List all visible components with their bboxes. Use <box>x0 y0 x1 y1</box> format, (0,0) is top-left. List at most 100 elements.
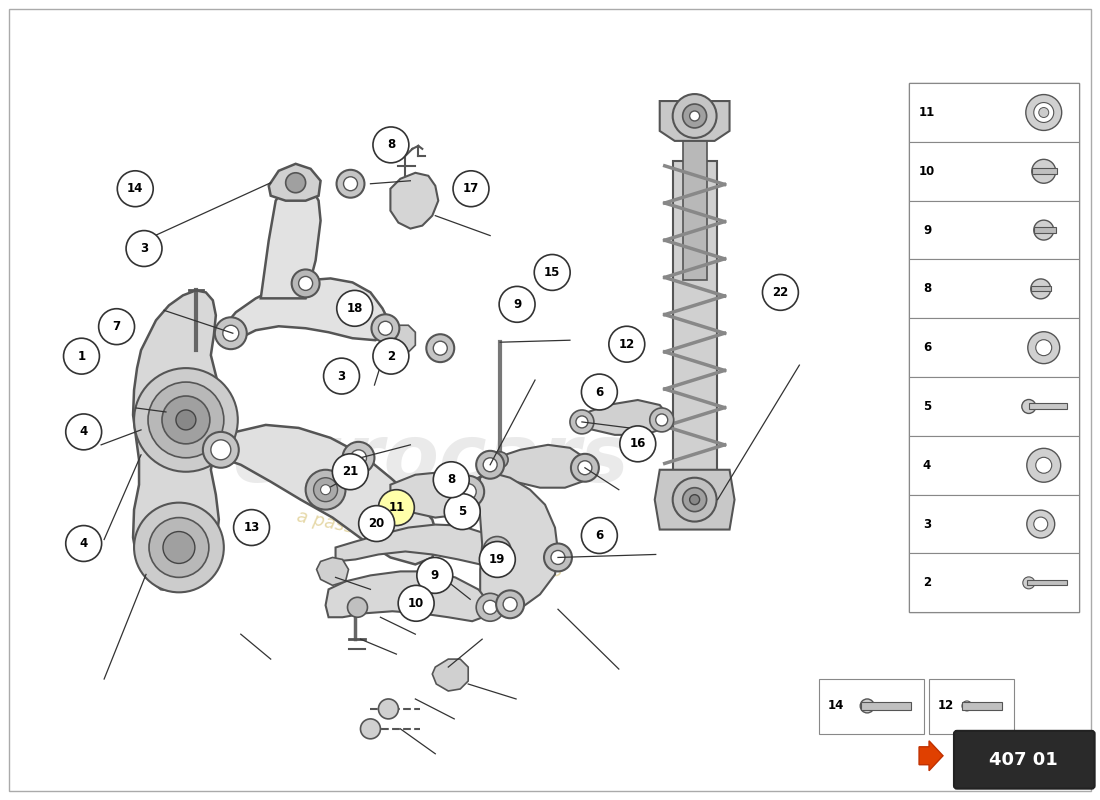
Circle shape <box>1026 510 1055 538</box>
Circle shape <box>1036 340 1052 356</box>
Circle shape <box>619 426 656 462</box>
Circle shape <box>551 550 565 565</box>
Polygon shape <box>336 525 495 565</box>
Circle shape <box>417 558 453 594</box>
Text: 2: 2 <box>923 576 931 590</box>
Text: 407 01: 407 01 <box>989 750 1058 769</box>
Text: 3: 3 <box>923 518 931 530</box>
Text: eurocars: eurocars <box>232 421 628 498</box>
Circle shape <box>683 488 706 512</box>
Circle shape <box>306 470 345 510</box>
Circle shape <box>292 270 320 298</box>
Polygon shape <box>268 164 320 201</box>
Polygon shape <box>578 400 668 435</box>
Circle shape <box>323 358 360 394</box>
Bar <box>909 318 1079 377</box>
Circle shape <box>126 230 162 266</box>
Circle shape <box>673 478 716 522</box>
Circle shape <box>337 290 373 326</box>
Text: 10: 10 <box>918 165 935 178</box>
Text: 4: 4 <box>923 458 932 472</box>
Circle shape <box>211 440 231 460</box>
Text: 5: 5 <box>923 400 932 413</box>
Bar <box>820 679 924 734</box>
Text: 8: 8 <box>447 474 455 486</box>
Text: 19: 19 <box>490 553 506 566</box>
Circle shape <box>444 494 481 530</box>
Circle shape <box>491 543 504 558</box>
Circle shape <box>64 338 99 374</box>
Circle shape <box>134 502 223 592</box>
Bar <box>909 259 1079 318</box>
Circle shape <box>1036 458 1052 474</box>
Circle shape <box>286 173 306 193</box>
Circle shape <box>496 590 524 618</box>
Text: 21: 21 <box>342 466 359 478</box>
Circle shape <box>176 410 196 430</box>
Text: 17: 17 <box>463 182 480 195</box>
Circle shape <box>1038 107 1048 118</box>
Circle shape <box>343 177 358 190</box>
Circle shape <box>378 699 398 719</box>
Circle shape <box>372 314 399 342</box>
Circle shape <box>298 277 312 290</box>
Circle shape <box>1034 220 1054 240</box>
Circle shape <box>535 254 570 290</box>
Bar <box>909 377 1079 436</box>
Text: 22: 22 <box>772 286 789 299</box>
Circle shape <box>650 408 673 432</box>
Text: 16: 16 <box>629 438 646 450</box>
Bar <box>1032 168 1057 174</box>
Circle shape <box>576 416 587 428</box>
Bar <box>909 436 1079 494</box>
Polygon shape <box>133 290 221 591</box>
Circle shape <box>1023 577 1035 589</box>
Polygon shape <box>221 278 388 342</box>
Text: 12: 12 <box>618 338 635 350</box>
Circle shape <box>683 104 706 128</box>
Circle shape <box>476 451 504 478</box>
Polygon shape <box>683 101 706 281</box>
Circle shape <box>148 382 223 458</box>
Circle shape <box>1026 448 1060 482</box>
Bar <box>909 142 1079 201</box>
Text: a passion for parts since 1985: a passion for parts since 1985 <box>296 507 565 582</box>
Circle shape <box>673 94 716 138</box>
Polygon shape <box>219 425 438 565</box>
Circle shape <box>1034 102 1054 122</box>
Text: 4: 4 <box>79 537 88 550</box>
Text: 10: 10 <box>408 597 425 610</box>
Circle shape <box>656 414 668 426</box>
Circle shape <box>314 478 338 502</box>
Circle shape <box>66 414 101 450</box>
Circle shape <box>373 338 409 374</box>
Circle shape <box>163 531 195 563</box>
Text: 7: 7 <box>112 320 121 333</box>
Text: 5: 5 <box>458 505 466 518</box>
Circle shape <box>483 458 497 472</box>
Text: 20: 20 <box>368 517 385 530</box>
Circle shape <box>342 442 374 474</box>
Text: 9: 9 <box>513 298 521 311</box>
Circle shape <box>148 518 209 578</box>
Circle shape <box>361 719 381 739</box>
Circle shape <box>427 334 454 362</box>
Circle shape <box>503 598 517 611</box>
Circle shape <box>378 490 415 526</box>
Polygon shape <box>920 741 943 770</box>
Circle shape <box>351 450 366 466</box>
Text: 6: 6 <box>923 341 932 354</box>
Text: 2: 2 <box>387 350 395 362</box>
FancyBboxPatch shape <box>954 731 1094 789</box>
Circle shape <box>609 326 645 362</box>
Circle shape <box>1032 159 1056 183</box>
Text: 18: 18 <box>346 302 363 315</box>
Bar <box>909 554 1079 612</box>
Text: 8: 8 <box>923 282 932 295</box>
Polygon shape <box>654 470 735 530</box>
Text: 4: 4 <box>79 426 88 438</box>
Text: 11: 11 <box>918 106 935 119</box>
Text: 13: 13 <box>243 521 260 534</box>
Circle shape <box>348 598 367 618</box>
Circle shape <box>483 600 497 614</box>
